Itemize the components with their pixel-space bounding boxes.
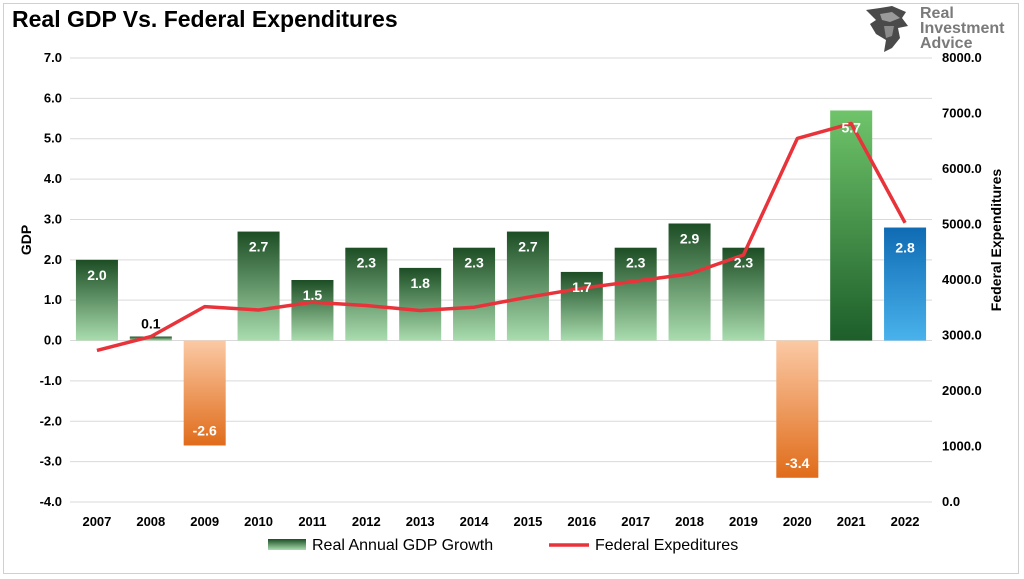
gdp-bar bbox=[291, 280, 334, 341]
gdp-value-label: -2.6 bbox=[193, 422, 217, 438]
gdp-bar bbox=[506, 231, 549, 341]
bars bbox=[75, 110, 927, 478]
gdp-bar bbox=[345, 247, 388, 341]
federal-expenditures-line bbox=[96, 121, 907, 353]
x-tick-label: 2008 bbox=[136, 514, 165, 529]
y-tick-label-left: -2.0 bbox=[40, 413, 62, 428]
y-tick-label-left: 1.0 bbox=[44, 292, 62, 307]
x-tick-label: 2019 bbox=[729, 514, 758, 529]
gdp-bar bbox=[830, 110, 873, 341]
y-tick-label-left: 6.0 bbox=[44, 90, 62, 105]
x-tick-label: 2022 bbox=[891, 514, 920, 529]
y-tick-label-right: 6000.0 bbox=[942, 161, 982, 176]
gdp-bar bbox=[884, 227, 927, 341]
gdp-bar bbox=[722, 247, 765, 341]
x-tick-label: 2013 bbox=[406, 514, 435, 529]
gdp-value-label: 2.0 bbox=[87, 267, 107, 283]
lion-head-icon bbox=[866, 6, 908, 52]
gdp-bar bbox=[75, 259, 118, 341]
gdp-value-label: 5.7 bbox=[841, 119, 861, 135]
chart-title: Real GDP Vs. Federal Expenditures bbox=[12, 6, 398, 32]
y-tick-label-left: 7.0 bbox=[44, 50, 62, 65]
gdp-bar bbox=[776, 340, 819, 478]
gdp-bar bbox=[183, 340, 226, 446]
y-tick-label-right: 8000.0 bbox=[942, 50, 982, 65]
y-tick-label-left: -4.0 bbox=[40, 494, 62, 509]
y-tick-label-left: -1.0 bbox=[40, 373, 62, 388]
legend-swatch-gdp bbox=[268, 539, 306, 550]
x-tick-label: 2007 bbox=[82, 514, 111, 529]
y-tick-label-left: 5.0 bbox=[44, 131, 62, 146]
gdp-value-label: 2.7 bbox=[249, 239, 269, 255]
gdp-bar bbox=[129, 336, 172, 341]
y-tick-label-left: 3.0 bbox=[44, 211, 62, 226]
x-tick-label: 2011 bbox=[298, 514, 326, 529]
gdp-value-label: 2.8 bbox=[895, 240, 915, 256]
gdp-value-label: 1.8 bbox=[410, 275, 430, 291]
logo-text-line1: Real bbox=[920, 5, 954, 22]
x-tick-label: 2021 bbox=[837, 514, 866, 529]
data-labels: 2.0 0.1 -2.6 2.7 1.5 2.3 1.8 2.3 2.7 1.7 2.3 2.9 2.3… bbox=[87, 119, 915, 470]
gdp-value-label: -3.4 bbox=[785, 455, 809, 471]
gdp-bar bbox=[668, 223, 711, 341]
x-tick-label: 2015 bbox=[513, 514, 542, 529]
logo-text-line3: Advice bbox=[920, 35, 973, 52]
logo-text-line2: Investment bbox=[920, 20, 1005, 37]
gdp-value-label: 2.3 bbox=[464, 255, 484, 271]
legend-label-line: Federal Expeditures bbox=[595, 537, 738, 554]
gdp-value-label: 2.3 bbox=[357, 255, 377, 271]
x-tick-label: 2017 bbox=[621, 514, 650, 529]
gdp-value-label: 0.1 bbox=[141, 316, 161, 332]
y-tick-label-right: 0.0 bbox=[942, 494, 960, 509]
gdp-value-label: 2.3 bbox=[734, 255, 754, 271]
x-tick-label: 2009 bbox=[190, 514, 219, 529]
gdp-bar bbox=[237, 231, 280, 341]
gdp-value-label: 1.5 bbox=[303, 287, 323, 303]
x-tick-label: 2020 bbox=[783, 514, 812, 529]
y-axis-label-left: GDP bbox=[18, 225, 34, 255]
gdp-value-label: 2.9 bbox=[680, 230, 700, 246]
gdp-bar bbox=[399, 267, 442, 341]
x-tick-label: 2016 bbox=[567, 514, 596, 529]
y-tick-label-left: 0.0 bbox=[44, 333, 62, 348]
expenditures-line bbox=[96, 121, 907, 353]
gdp-value-label: 2.3 bbox=[626, 255, 646, 271]
y-tick-label-left: -3.0 bbox=[40, 454, 62, 469]
y-tick-label-right: 1000.0 bbox=[942, 439, 982, 454]
y-tick-label-right: 7000.0 bbox=[942, 106, 982, 121]
x-tick-label: 2010 bbox=[244, 514, 273, 529]
real-investment-advice-logo: Real Investment Advice bbox=[862, 4, 1012, 54]
x-tick-label: 2012 bbox=[352, 514, 381, 529]
y-tick-label-left: 4.0 bbox=[44, 171, 62, 186]
gdp-bar bbox=[614, 247, 657, 341]
x-tick-label: 2018 bbox=[675, 514, 704, 529]
legend: Real Annual GDP Growth Federal Expediture… bbox=[268, 537, 738, 554]
gdp-bar bbox=[453, 247, 496, 341]
x-tick-label: 2014 bbox=[460, 514, 490, 529]
axes: 7.0 6.0 5.0 4.0 3.0 2.0 1.0 0.0 -1.0 -2.0 -3.0 -4.0… bbox=[18, 50, 1004, 529]
legend-label-gdp: Real Annual GDP Growth bbox=[312, 537, 493, 554]
y-axis-label-right: Federal Expenditures bbox=[988, 169, 1004, 312]
y-tick-label-right: 4000.0 bbox=[942, 272, 982, 287]
y-tick-label-right: 3000.0 bbox=[942, 328, 982, 343]
y-tick-label-right: 2000.0 bbox=[942, 383, 982, 398]
gdp-value-label: 1.7 bbox=[572, 279, 592, 295]
chart-frame bbox=[3, 3, 1019, 574]
y-tick-label-right: 5000.0 bbox=[942, 217, 982, 232]
y-tick-label-left: 2.0 bbox=[44, 252, 62, 267]
gdp-value-label: 2.7 bbox=[518, 239, 538, 255]
gdp-bar bbox=[560, 271, 603, 341]
